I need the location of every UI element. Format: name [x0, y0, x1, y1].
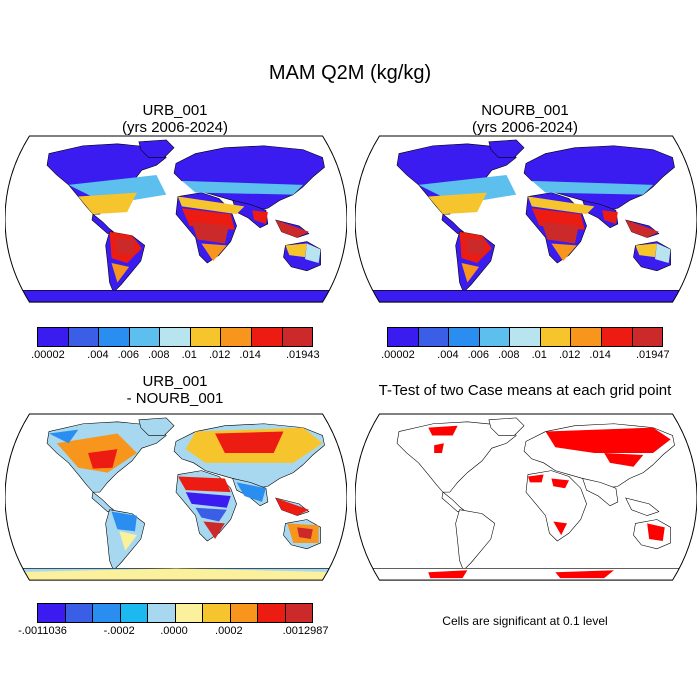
colorbar-diff-cell — [230, 604, 258, 622]
colorbar-urb-cell — [221, 328, 252, 346]
ttest-globe-outline — [355, 413, 697, 581]
colorbar-urb-tick-label: .014 — [239, 349, 261, 361]
map-nourb — [355, 135, 697, 303]
colorbar-nourb-tick-label: .01 — [531, 349, 547, 361]
colorbar-urb-cell — [282, 328, 313, 346]
colorbar-diff-tick-label: .0000 — [160, 625, 188, 637]
colorbar-nourb-cell — [510, 328, 541, 346]
colorbar-urb-tick-label: .006 — [117, 349, 140, 361]
colorbar-nourb-cell — [418, 328, 450, 346]
colorbar-urb-tick-label: .01943 — [285, 349, 320, 361]
colorbar-nourb — [387, 327, 663, 347]
colorbar-diff-tick-label: .0002 — [215, 625, 243, 637]
panel-title-urb-line2: (yrs 2006-2024) — [122, 119, 228, 136]
panel-title-nourb: NOURB_001 (yrs 2006-2024) — [350, 102, 700, 136]
colorbar-urb-cell — [38, 328, 69, 346]
colorbar-diff-cell — [65, 604, 93, 622]
urb-humid-bands — [68, 175, 321, 283]
panel-title-nourb-line1: NOURB_001 — [481, 102, 569, 119]
colorbar-nourb-tick-label: .006 — [467, 349, 490, 361]
colorbar-urb-tick-label: .00002 — [31, 349, 65, 361]
diff-anomaly-patches — [9, 427, 343, 581]
colorbar-nourb-cell — [449, 328, 480, 346]
colorbar-nourb-tick-label: .008 — [498, 349, 520, 361]
diff-globe-outline — [5, 413, 347, 581]
colorbar-diff-tick-label: -.0002 — [103, 625, 135, 637]
colorbar-nourb-cell — [601, 328, 633, 346]
colorbar-diff-tick-label: -.0011036 — [18, 625, 67, 637]
colorbar-urb-cell — [251, 328, 283, 346]
colorbar-nourb-tick-label: .014 — [589, 349, 611, 361]
colorbar-nourb-cell — [388, 328, 419, 346]
panel-title-diff-line2: - NOURB_001 — [126, 390, 224, 407]
colorbar-urb — [37, 327, 313, 347]
ttest-significant-cells — [428, 425, 671, 579]
colorbar-nourb-cell — [571, 328, 602, 346]
colorbar-diff-tick-label: .0012987 — [282, 625, 329, 637]
colorbar-nourb-tick-label: .01947 — [635, 349, 670, 361]
panel-title-nourb-line2: (yrs 2006-2024) — [472, 119, 578, 136]
map-urb — [5, 135, 347, 303]
colorbar-diff-cell — [38, 604, 66, 622]
colorbar-nourb-tick-label: .012 — [558, 349, 581, 361]
urb-globe-outline — [5, 135, 347, 303]
colorbar-nourb-cell — [632, 328, 663, 346]
colorbar-nourb-tick-label: .00002 — [381, 349, 415, 361]
colorbar-urb-tick-label: .008 — [148, 349, 170, 361]
colorbar-diff-cell — [285, 604, 312, 622]
colorbar-nourb-cell — [540, 328, 572, 346]
colorbar-diff-cell — [120, 604, 148, 622]
colorbar-urb-cell — [68, 328, 100, 346]
panel-title-urb-line1: URB_001 — [142, 102, 208, 119]
figure-title: MAM Q2M (kg/kg) — [268, 62, 432, 84]
panel-title-diff-line1: URB_001 — [142, 373, 208, 390]
colorbar-urb-tick-label: .004 — [87, 349, 109, 361]
panel-title-ttest: T-Test of two Case means at each grid po… — [378, 382, 672, 399]
colorbar-nourb-tick-label: .004 — [437, 349, 459, 361]
colorbar-urb-tick-label: .01 — [181, 349, 197, 361]
map-diff — [5, 413, 347, 581]
colorbar-urb-cell — [129, 328, 161, 346]
colorbar-urb-tick-label: .012 — [208, 349, 231, 361]
map-ttest — [355, 413, 697, 581]
colorbar-urb-cell — [160, 328, 191, 346]
nourb-humid-bands — [418, 175, 671, 283]
colorbar-diff-cell — [258, 604, 286, 622]
panel-title-urb: URB_001 (yrs 2006-2024) — [0, 102, 350, 136]
colorbar-nourb-cell — [479, 328, 511, 346]
colorbar-diff-cell — [93, 604, 121, 622]
colorbar-diff — [37, 603, 313, 623]
colorbar-diff-cell — [148, 604, 176, 622]
colorbar-urb-cell — [190, 328, 222, 346]
colorbar-diff-cell — [175, 604, 203, 622]
panel-title-diff: URB_001 - NOURB_001 — [0, 373, 350, 407]
ttest-note: Cells are significant at 0.1 level — [442, 614, 608, 628]
nourb-globe-outline — [355, 135, 697, 303]
colorbar-urb-cell — [99, 328, 130, 346]
colorbar-diff-cell — [203, 604, 231, 622]
